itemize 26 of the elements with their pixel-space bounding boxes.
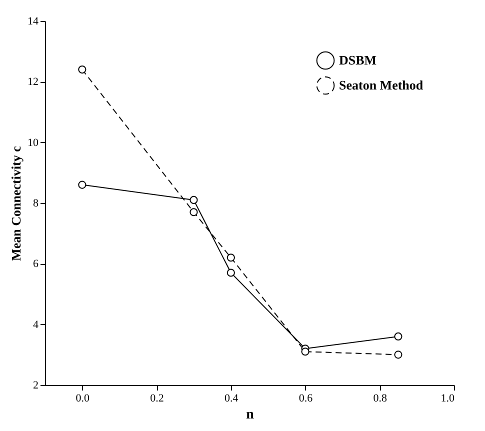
x-tick-label: 0.6 xyxy=(298,392,314,404)
x-tick-label: 0.4 xyxy=(224,392,239,404)
legend-label: Seaton Method xyxy=(339,78,424,92)
y-tick-label: 6 xyxy=(33,258,39,270)
x-axis-title: n xyxy=(246,408,254,422)
x-tick-label: 0.0 xyxy=(76,392,90,404)
point xyxy=(301,348,310,356)
point xyxy=(226,254,235,262)
legend-label: DSBM xyxy=(339,52,377,68)
y-tick-label: 4 xyxy=(33,318,39,331)
x-tick-label: 0.8 xyxy=(373,392,388,404)
point xyxy=(226,268,235,277)
point xyxy=(78,180,86,189)
y-axis-title: Mean Connectivity c xyxy=(8,146,24,261)
y-tick-label: 2 xyxy=(33,380,38,392)
y-tick-label: 8 xyxy=(33,198,39,210)
point xyxy=(190,208,198,216)
point xyxy=(394,350,402,359)
y-tick-label: 14 xyxy=(28,16,39,28)
point xyxy=(78,66,86,74)
point xyxy=(394,332,402,340)
y-tick-label: 12 xyxy=(28,76,38,88)
y-tick-label: 10 xyxy=(28,136,39,149)
x-tick-label: 0.2 xyxy=(150,392,164,404)
point xyxy=(190,196,198,204)
x-tick-label: 1.0 xyxy=(440,392,455,404)
